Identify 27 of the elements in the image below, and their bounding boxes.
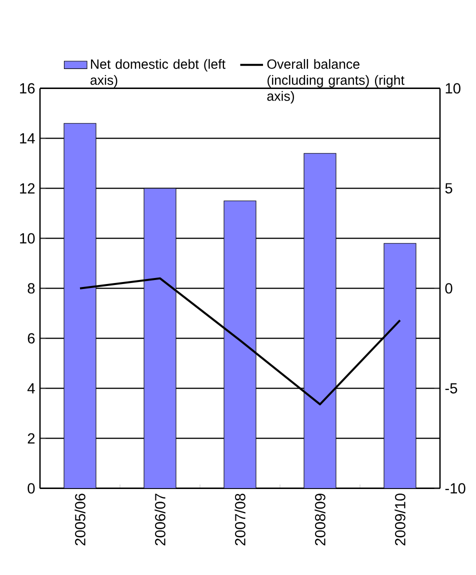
y-tick-label: 0	[28, 483, 35, 494]
bar	[64, 123, 96, 488]
y2-tick-label: 0	[445, 283, 452, 294]
legend-label: Net domestic debt (left axis)	[90, 59, 226, 88]
x-tick-label: 2008/09	[314, 494, 326, 546]
bar	[224, 200, 256, 488]
x-tick-label: 2007/08	[234, 494, 246, 546]
line-series	[79, 277, 401, 406]
y2-tick-label: 5	[445, 183, 452, 194]
y-tick-label: 8	[28, 283, 35, 294]
x-tick-label: 2005/06	[74, 494, 86, 546]
x-tick-label: 2009/10	[394, 494, 406, 546]
y-tick-label: 12	[20, 183, 35, 194]
y-tick-label: 4	[27, 383, 35, 394]
bar	[384, 243, 416, 488]
bar	[304, 153, 336, 488]
y-tick-label: 14	[20, 133, 35, 144]
y-tick-label: 2	[28, 433, 35, 444]
bar	[144, 188, 176, 488]
y2-tick-label: 10	[446, 83, 460, 94]
y-tick-label: 10	[20, 233, 35, 244]
y-tick-label: 6	[28, 333, 35, 344]
x-tick-label: 2006/07	[154, 494, 166, 546]
y-tick-label: 16	[20, 83, 35, 94]
y2-tick-label: -10	[445, 483, 466, 494]
y2-tick-label: -5	[445, 383, 458, 394]
legend-label: Overall balance (including grants) (right axis)	[267, 59, 404, 104]
